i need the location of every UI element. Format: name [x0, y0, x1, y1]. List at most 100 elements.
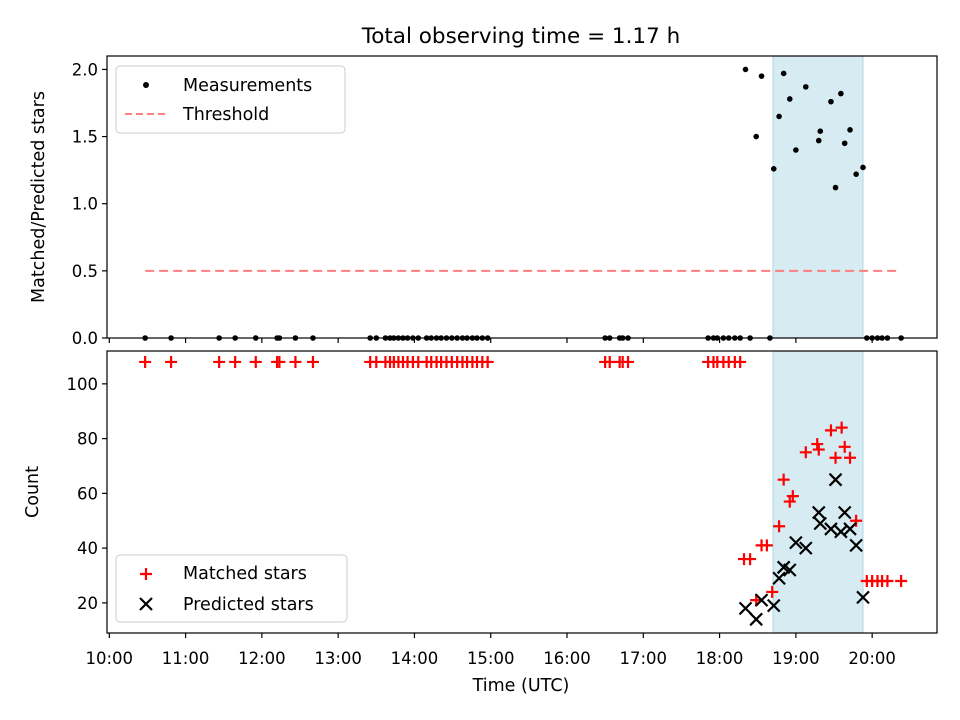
predicted-star-marker — [834, 524, 848, 539]
measurement-point — [817, 128, 824, 134]
x-tick-label: 14:00 — [391, 649, 439, 668]
x-tick-label: 19:00 — [772, 649, 820, 668]
matched-star-marker — [229, 355, 242, 368]
matched-star-marker — [895, 574, 908, 587]
observing-window-band — [772, 55, 864, 339]
measurement-point — [793, 147, 799, 153]
predicted-star-marker — [843, 522, 857, 536]
predicted-legend-label: Predicted stars — [183, 595, 314, 615]
threshold-legend-label: Threshold — [182, 105, 269, 125]
matched-star-marker — [213, 355, 226, 368]
ratio-panel: 0.00.51.01.52.0 Matched/Predicted stars … — [29, 55, 938, 348]
predicted-star-marker — [789, 535, 803, 550]
x-tick-label: 12:00 — [238, 649, 286, 668]
matched-star-marker — [799, 446, 812, 459]
predicted-star-marker — [813, 516, 828, 531]
matched-star-marker — [811, 438, 824, 451]
predicted-star-marker — [824, 522, 838, 536]
predicted-star-marker — [856, 590, 870, 605]
matched-star-marker — [622, 355, 635, 368]
ratio-y-tick-label: 0.0 — [72, 329, 98, 348]
ratio-y-axis-label: Matched/Predicted stars — [29, 91, 49, 303]
matched-star-marker — [766, 585, 779, 598]
matched-star-marker — [760, 539, 773, 552]
measurement-point — [828, 98, 834, 105]
predicted-star-marker — [828, 472, 843, 487]
count-legend: Matched stars Predicted stars — [115, 554, 348, 623]
matched-star-marker — [824, 424, 837, 437]
count-y-axis-label: Count — [23, 466, 43, 518]
measurement-point — [815, 137, 822, 144]
matched-star-marker — [844, 451, 857, 464]
measurement-point — [742, 66, 749, 73]
measurement-point — [780, 70, 787, 77]
ratio-plot-frame — [106, 55, 938, 339]
matched-star-marker — [838, 440, 851, 453]
measurement-point — [776, 113, 782, 120]
figure-title: Total observing time = 1.17 h — [361, 24, 681, 49]
measurement-point — [832, 184, 839, 191]
count-y-tick-label: 40 — [77, 539, 98, 558]
measurement-point — [770, 166, 777, 172]
measurement-point — [841, 140, 848, 147]
predicted-star-marker — [772, 571, 786, 586]
matched-star-marker — [165, 355, 178, 368]
predicted-star-marker — [837, 505, 852, 520]
measurement-point — [758, 73, 765, 79]
ratio-legend-box — [115, 65, 346, 134]
measurement-point — [847, 127, 853, 133]
predicted-star-marker — [782, 563, 797, 577]
matched-star-marker — [481, 355, 494, 368]
x-tick-label: 16:00 — [543, 649, 591, 668]
matched-star-marker — [744, 553, 757, 566]
x-tick-label: 18:00 — [696, 649, 744, 668]
matched-star-marker — [249, 355, 262, 368]
predicted-star-marker — [766, 598, 781, 613]
matched-star-marker — [881, 574, 894, 587]
x-tick-label: 10:00 — [86, 649, 134, 668]
predicted-star-marker — [754, 593, 769, 607]
predicted-star-marker — [738, 601, 753, 616]
x-tick-label: 11:00 — [162, 649, 210, 668]
count-panel: 20 40 60 80 100 10:00 11:00 12:00 13:00 14:00 15:… — [23, 350, 938, 696]
measurement-point — [853, 171, 859, 177]
matched-star-marker — [850, 514, 863, 527]
count-y-tick-label: 20 — [77, 594, 98, 613]
ratio-y-tick-label: 1.5 — [72, 128, 98, 147]
matched-star-marker — [829, 451, 842, 464]
matched-legend-label: Matched stars — [183, 564, 307, 584]
predicted-star-marker — [749, 612, 763, 627]
count-plot-frame — [106, 350, 938, 634]
measurement-point — [786, 96, 793, 102]
measurement-point — [860, 164, 866, 171]
predicted-legend-marker — [139, 597, 153, 611]
ratio-legend: Measurements Threshold — [115, 65, 346, 134]
x-tick-label: 20:00 — [848, 649, 896, 668]
matched-star-marker — [786, 490, 799, 503]
measurement-point — [802, 84, 809, 90]
matched-legend-marker — [140, 568, 152, 580]
x-tick-label: 15:00 — [467, 649, 515, 668]
matched-star-marker — [812, 443, 825, 456]
matched-star-marker — [289, 355, 302, 368]
matched-star-marker — [273, 355, 286, 368]
matched-star-marker — [734, 355, 747, 368]
predicted-star-marker — [799, 541, 813, 555]
count-y-tick-label: 80 — [77, 430, 98, 449]
predicted-star-marker — [849, 538, 863, 553]
predicted-star-marker — [811, 505, 826, 520]
matched-star-marker — [835, 421, 848, 434]
ratio-y-tick-label: 0.5 — [72, 262, 98, 281]
measurement-point — [838, 90, 844, 97]
count-y-tick-label: 100 — [67, 375, 99, 394]
x-axis-label: Time (UTC) — [472, 676, 570, 696]
ratio-y-tick-label: 2.0 — [72, 60, 98, 79]
x-tick-label: 17:00 — [620, 649, 668, 668]
measurement-legend-label: Measurements — [183, 76, 312, 96]
matched-star-marker — [777, 473, 790, 486]
ratio-y-tick-label: 1.0 — [72, 195, 98, 214]
count-y-tick-label: 60 — [77, 484, 98, 503]
x-tick-label: 13:00 — [314, 649, 362, 668]
count-legend-box — [115, 554, 348, 623]
